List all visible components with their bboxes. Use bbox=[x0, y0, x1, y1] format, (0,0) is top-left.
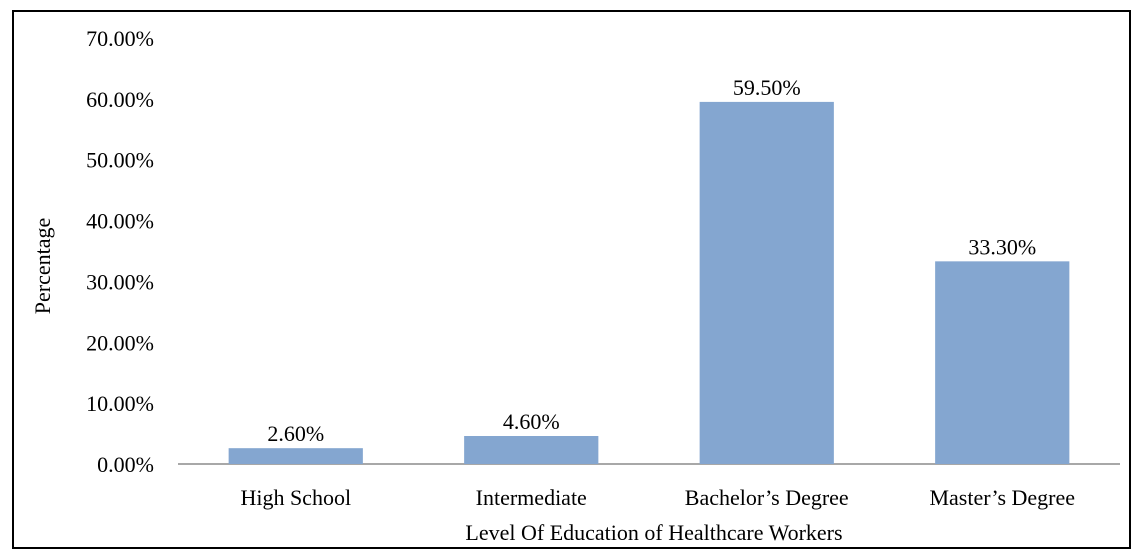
bar bbox=[228, 448, 363, 464]
category-label: Master’s Degree bbox=[929, 485, 1075, 510]
bar-data-label: 59.50% bbox=[733, 75, 801, 100]
y-tick-label: 40.00% bbox=[86, 209, 154, 234]
data-labels: 2.60% 4.60% 59.50% 33.30% bbox=[267, 75, 1036, 446]
y-tick-label: 50.00% bbox=[86, 148, 154, 173]
bars bbox=[228, 101, 1070, 465]
bar-data-label: 33.30% bbox=[968, 234, 1036, 259]
bar bbox=[935, 261, 1070, 464]
y-axis-ticks: 0.00% 10.00% 20.00% 30.00% 40.00% 50.00% 60.00… bbox=[86, 26, 154, 477]
category-labels: High School Intermediate Bachelor’s Degree… bbox=[240, 485, 1075, 510]
y-tick-label: 0.00% bbox=[97, 452, 154, 477]
category-label: Intermediate bbox=[476, 485, 587, 510]
bar bbox=[464, 436, 599, 464]
category-label: Bachelor’s Degree bbox=[685, 485, 849, 510]
x-axis-title: Level Of Education of Healthcare Workers bbox=[465, 520, 842, 545]
y-tick-label: 60.00% bbox=[86, 87, 154, 112]
y-axis-title: Percentage bbox=[30, 218, 55, 315]
y-tick-label: 70.00% bbox=[86, 26, 154, 51]
y-tick-label: 10.00% bbox=[86, 391, 154, 416]
category-label: High School bbox=[240, 485, 351, 510]
bar-data-label: 2.60% bbox=[267, 421, 324, 446]
y-tick-label: 20.00% bbox=[86, 330, 154, 355]
bar-data-label: 4.60% bbox=[503, 409, 560, 434]
y-tick-label: 30.00% bbox=[86, 269, 154, 294]
bar bbox=[699, 101, 834, 465]
